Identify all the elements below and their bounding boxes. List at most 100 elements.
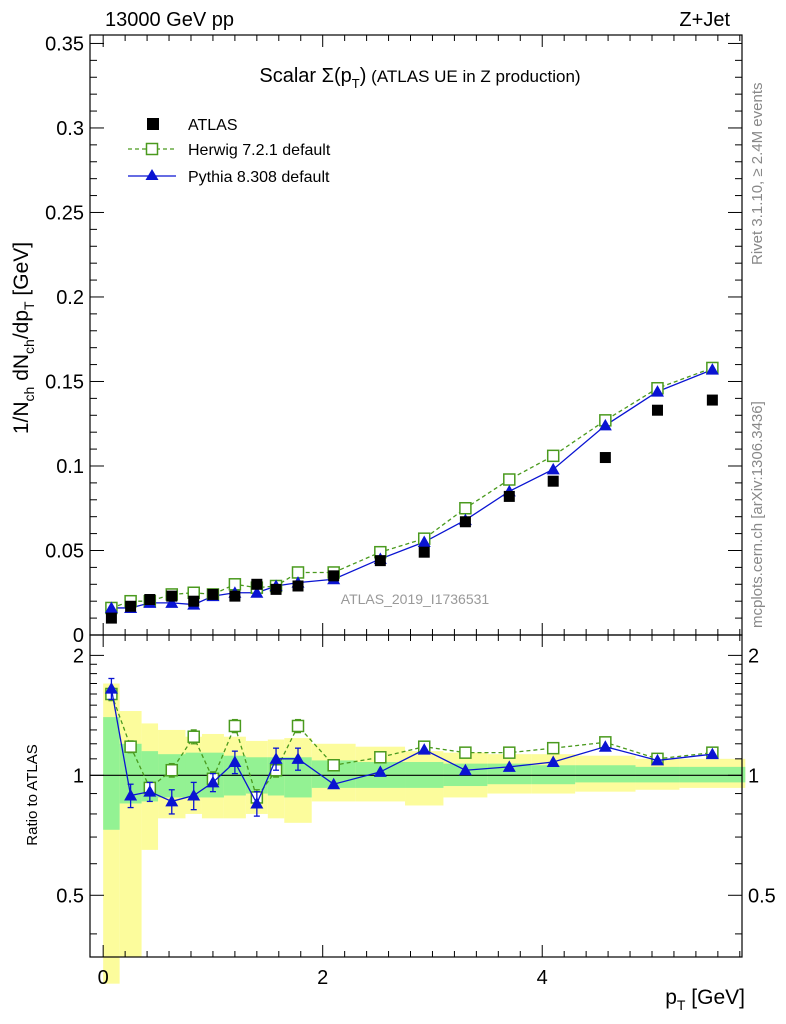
atlas-point [125,600,137,612]
herwig-line [111,367,713,609]
legend-label-pythia: Pythia 8.308 default [188,169,330,186]
y-tick-label: 0.15 [45,371,84,393]
y-tick-label: 0.05 [45,540,84,562]
herwig-ratio-point [374,751,387,764]
pythia-ratio-point [458,763,472,776]
pythia-ratio-point [104,682,118,694]
pythia-ratio-point [250,796,264,809]
pythia-point [104,601,118,613]
pythia-ratio-point [124,788,138,801]
legend-marker-herwig [145,142,159,156]
data-series [104,361,719,817]
y-tick-label: 0.2 [56,287,84,309]
atlas-point [207,588,219,600]
y-tick-label: 0.25 [45,202,84,224]
ratio-plot-frame [89,634,743,958]
analysis-id: ATLAS_2019_I1736531 [341,591,490,607]
herwig-ratio-point [291,719,305,733]
pythia-ratio-point [502,760,516,772]
x-tick-label: 4 [537,967,548,989]
legend-marker-pythia [145,169,159,180]
legend-label-herwig: Herwig 7.2.1 default [188,142,331,159]
x-axis-label: pT [GeV] [665,986,745,1013]
atlas-point [188,595,200,607]
y-tick-label: 0.3 [56,118,84,140]
herwig-ratio-point [503,746,516,759]
ratio-band-green [119,743,142,804]
axes-frames [89,34,743,958]
ratio-tick-label-right: 2 [748,645,759,667]
x-tick-label: 2 [317,967,328,989]
atlas-point [144,594,156,606]
pythia-point [165,596,179,608]
ratio-band-green [679,766,746,783]
ratio-tick-label-left: 2 [73,645,84,667]
herwig-ratio-point [165,763,179,777]
herwig-ratio-point [187,730,200,743]
header-right: Z+Jet [679,9,730,31]
herwig-point [459,501,472,515]
pythia-ratio-point [373,765,387,777]
ratio-band-green [487,763,532,785]
herwig-ratio-point [327,758,340,772]
y-tick-label: 0 [73,625,84,647]
pythia-ratio-point [291,752,305,764]
pythia-ratio-point [598,740,612,752]
atlas-point [292,580,304,592]
atlas-point [374,555,386,567]
atlas-point [229,590,241,602]
ratio-band-green [575,765,636,783]
y-axis-label: 1/Nch dNch/dpT [GeV] [10,242,37,434]
ratio-tick-label-left: 0.5 [56,885,84,907]
ratio-band-green [531,765,576,785]
herwig-ratio-point [459,746,472,759]
legend: ATLAS Herwig 7.2.1 default Pythia 8.308 … [128,117,331,186]
pythia-ratio-point [228,755,242,768]
pythia-ratio-point [187,788,201,801]
atlas-point [459,516,471,528]
pythia-ratio-point [206,775,220,788]
pythia-ratio-point [269,752,283,764]
axis-ticks: 0 2 400.050.10.150.20.250.30.350.5 0.51 12 2 [45,33,776,989]
atlas-point [651,404,663,416]
herwig-ratio-point [546,741,560,755]
atlas-point [270,583,282,595]
atlas-point [166,590,178,602]
ratio-y-axis-label: Ratio to ATLAS [24,744,41,845]
pythia-ratio-point [417,743,431,755]
atlas-point [547,475,559,487]
atlas-point [105,612,117,624]
pythia-point [417,535,431,548]
ratio-tick-label-left: 1 [73,765,84,787]
ratio-tick-label-right: 0.5 [748,885,776,907]
pythia-point [705,363,719,375]
herwig-ratio-point [124,740,137,753]
x-tick-label: 0 [98,967,109,989]
ratio-band-green [103,717,120,830]
atlas-point [503,490,515,502]
herwig-ratio-point [228,719,242,733]
pythia-ratio-point [143,785,157,797]
pythia-ratio-point [705,747,719,760]
pythia-ratio-point [327,777,341,790]
pythia-ratio-point [650,753,664,766]
chart-title: Scalar Σ(pT) (ATLAS UE in Z production) [259,65,580,91]
y-tick-label: 0.35 [45,33,84,55]
atlas-point [706,394,718,406]
ratio-tick-label-right: 1 [748,765,759,787]
herwig-point [546,449,560,463]
pythia-point [598,418,612,431]
herwig-point [503,473,516,486]
rivet-label: Rivet 3.1.10, ≥ 2.4M events [749,83,766,266]
atlas-point [418,546,430,558]
mcplots-label: mcplots.cern.ch [arXiv:1306.3436] [749,401,766,628]
ratio-band-green [635,766,680,783]
pythia-point [546,462,560,475]
ratio-uncertainty-bands [103,683,746,984]
atlas-point [251,578,263,590]
header-left: 13000 GeV pp [105,9,234,31]
pythia-line [111,369,713,609]
atlas-point [599,452,611,464]
y-tick-label: 0.1 [56,456,84,478]
